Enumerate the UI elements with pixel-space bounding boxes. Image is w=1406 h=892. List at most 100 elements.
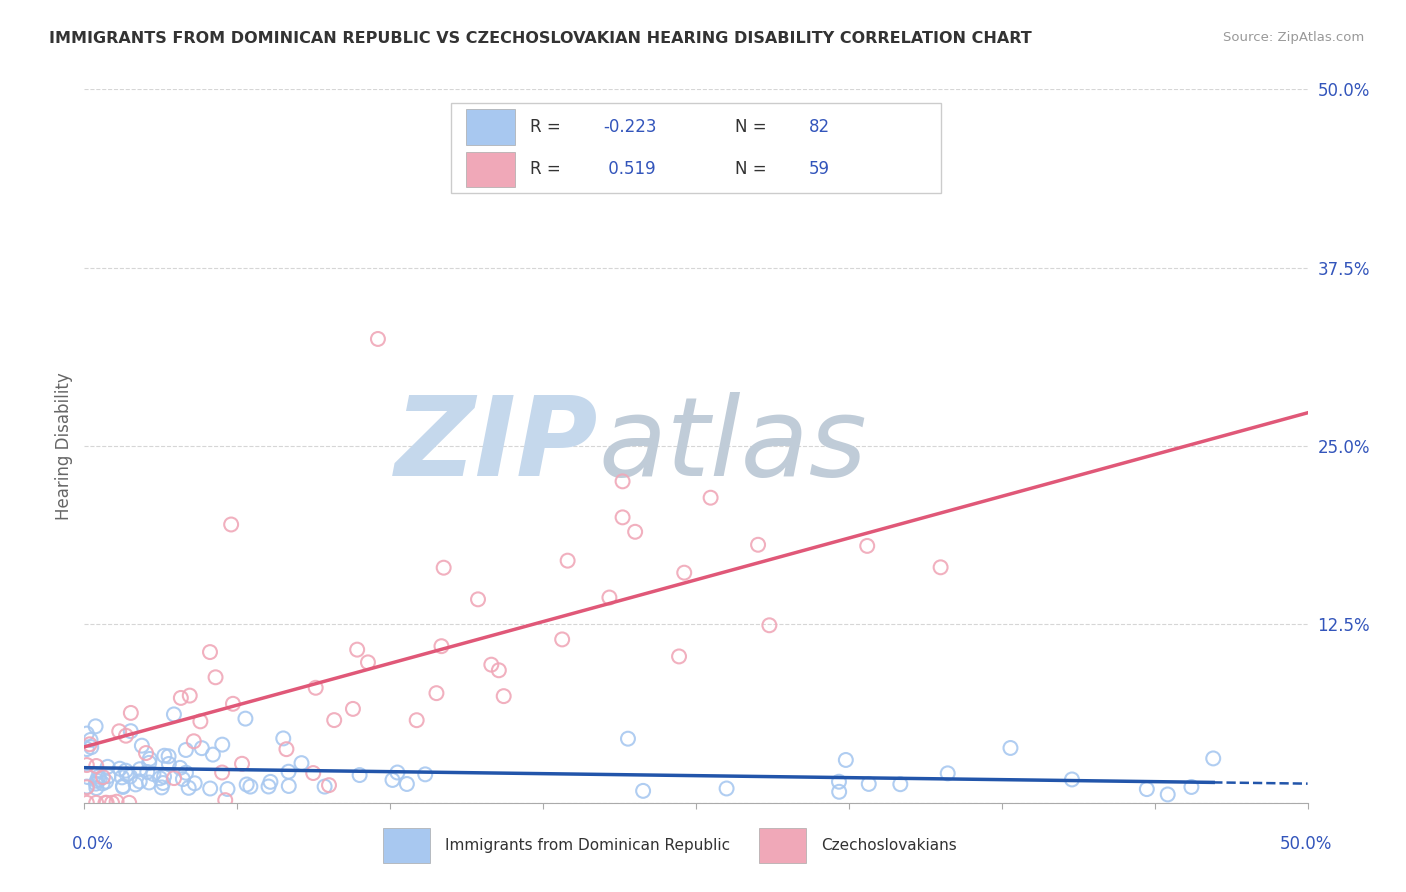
Point bbox=[828, 774, 851, 789]
Point bbox=[835, 753, 858, 767]
Point bbox=[76, 726, 98, 740]
Point bbox=[211, 765, 233, 780]
Point bbox=[302, 766, 325, 780]
Point bbox=[76, 780, 98, 795]
Point bbox=[138, 775, 160, 789]
Point bbox=[153, 748, 176, 763]
Point bbox=[135, 746, 157, 760]
Point bbox=[342, 702, 364, 716]
Point bbox=[114, 764, 136, 778]
Point bbox=[174, 743, 197, 757]
Point bbox=[87, 770, 110, 784]
Point bbox=[758, 146, 780, 161]
Point bbox=[747, 538, 769, 552]
Point bbox=[96, 796, 118, 810]
Point bbox=[598, 591, 620, 605]
Point bbox=[111, 780, 134, 794]
Point bbox=[76, 758, 98, 772]
Point bbox=[557, 554, 579, 568]
Point bbox=[101, 796, 124, 810]
Point bbox=[198, 645, 221, 659]
Point bbox=[217, 782, 239, 797]
Point bbox=[858, 777, 880, 791]
Point bbox=[163, 771, 186, 785]
Point bbox=[111, 779, 134, 793]
Point bbox=[169, 761, 191, 775]
Point bbox=[290, 756, 312, 771]
Point bbox=[1060, 772, 1083, 787]
Text: Source: ZipAtlas.com: Source: ZipAtlas.com bbox=[1223, 31, 1364, 45]
Point bbox=[76, 780, 98, 794]
Point bbox=[405, 713, 427, 727]
Point bbox=[631, 784, 654, 798]
Point bbox=[79, 733, 101, 747]
Point bbox=[152, 776, 174, 790]
Point bbox=[381, 772, 404, 787]
Point bbox=[94, 774, 117, 789]
Point bbox=[479, 657, 502, 672]
Point bbox=[204, 670, 226, 684]
Point bbox=[624, 524, 647, 539]
Point bbox=[84, 796, 107, 810]
Point bbox=[128, 774, 150, 789]
Point bbox=[108, 762, 131, 776]
Point bbox=[276, 742, 298, 756]
Point bbox=[668, 649, 690, 664]
Point bbox=[305, 681, 328, 695]
Point bbox=[617, 731, 640, 746]
Point bbox=[259, 775, 281, 789]
Point bbox=[551, 632, 574, 647]
Point bbox=[190, 714, 212, 729]
Text: IMMIGRANTS FROM DOMINICAN REPUBLIC VS CZECHOSLOVAKIAN HEARING DISABILITY CORRELA: IMMIGRANTS FROM DOMINICAN REPUBLIC VS CZ… bbox=[49, 31, 1032, 46]
Point bbox=[76, 796, 98, 810]
Point bbox=[430, 639, 453, 653]
Point bbox=[201, 747, 224, 762]
Point bbox=[118, 769, 141, 783]
Point bbox=[699, 491, 721, 505]
Point bbox=[128, 762, 150, 776]
Point bbox=[179, 689, 201, 703]
Point bbox=[198, 781, 221, 796]
Point bbox=[1180, 780, 1202, 794]
Point bbox=[235, 712, 257, 726]
Point bbox=[115, 729, 138, 743]
Point bbox=[318, 778, 340, 792]
Text: atlas: atlas bbox=[598, 392, 866, 500]
Point bbox=[76, 770, 98, 784]
Point bbox=[1202, 751, 1225, 765]
Point bbox=[211, 738, 233, 752]
Point bbox=[349, 768, 371, 782]
Point bbox=[174, 765, 197, 780]
Point bbox=[1136, 782, 1159, 797]
Point bbox=[84, 776, 107, 790]
Point bbox=[235, 777, 257, 791]
Point bbox=[277, 779, 299, 793]
Point bbox=[118, 796, 141, 810]
Point bbox=[856, 539, 879, 553]
Point bbox=[239, 780, 262, 794]
Point bbox=[91, 770, 114, 784]
Text: 50.0%: 50.0% bbox=[1279, 835, 1331, 853]
Point bbox=[219, 517, 242, 532]
Point bbox=[136, 764, 159, 779]
Text: 0.0%: 0.0% bbox=[72, 835, 114, 853]
Point bbox=[936, 766, 959, 780]
Point bbox=[84, 759, 107, 773]
Point bbox=[97, 769, 120, 783]
Point bbox=[86, 773, 108, 788]
Point bbox=[1157, 788, 1180, 802]
Point bbox=[323, 713, 346, 727]
Point bbox=[828, 785, 851, 799]
Point bbox=[357, 656, 380, 670]
Point bbox=[172, 772, 194, 786]
Point bbox=[222, 697, 245, 711]
Point bbox=[612, 510, 634, 524]
Point bbox=[367, 332, 389, 346]
Point bbox=[612, 475, 634, 489]
Point bbox=[929, 560, 952, 574]
Point bbox=[277, 764, 299, 779]
Point bbox=[76, 742, 98, 756]
Point bbox=[84, 719, 107, 733]
Point bbox=[716, 781, 738, 796]
Point bbox=[231, 756, 253, 771]
